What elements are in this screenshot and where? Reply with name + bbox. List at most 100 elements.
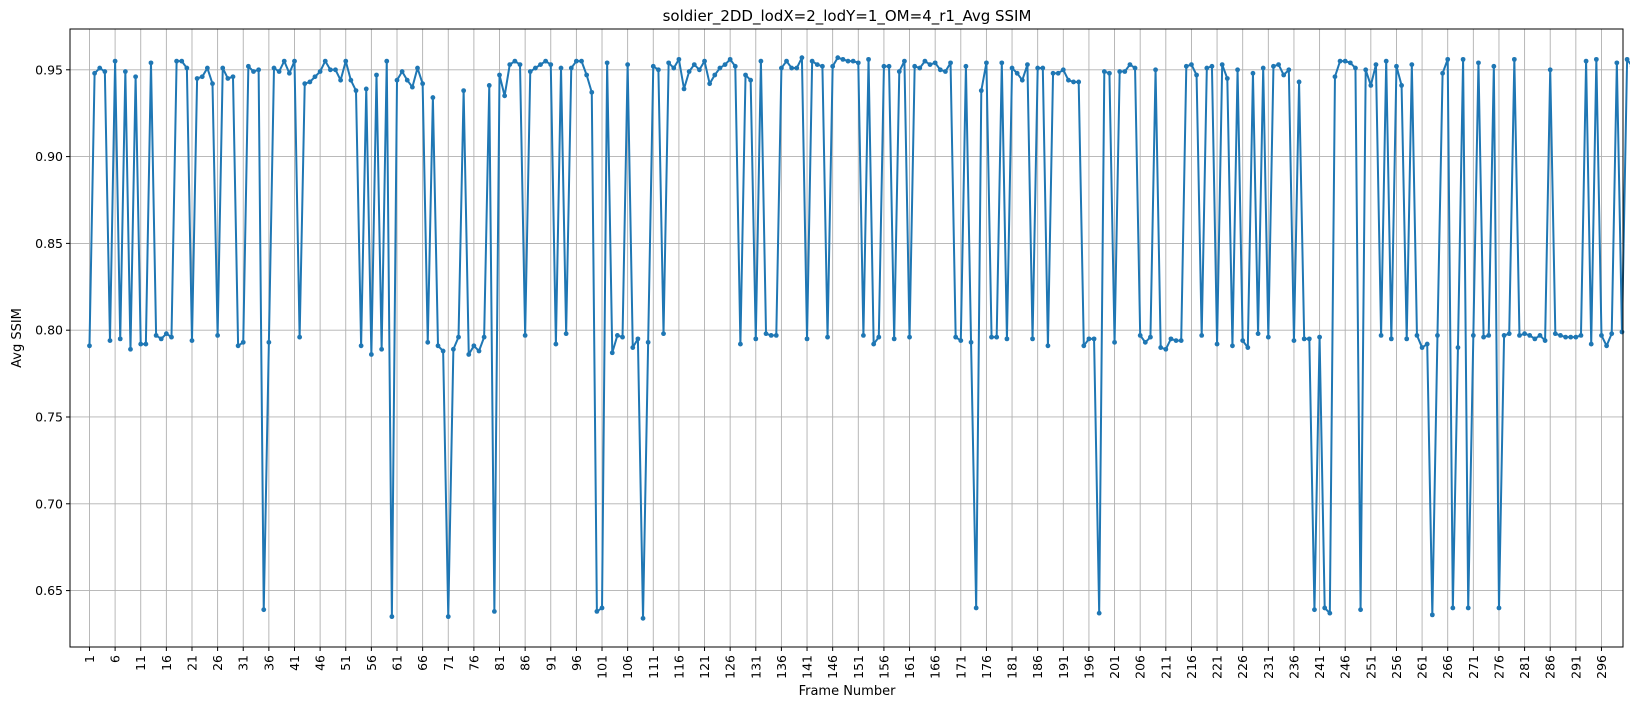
data-point (97, 65, 103, 71)
data-point (1450, 605, 1456, 611)
x-tick-label: 151 (851, 655, 866, 679)
data-point (1388, 336, 1394, 342)
data-point (286, 70, 292, 76)
data-point (1445, 56, 1451, 62)
data-point (466, 352, 472, 357)
x-tick-label: 266 (1440, 655, 1455, 679)
data-point (230, 74, 236, 80)
x-tick-label: 271 (1466, 655, 1481, 679)
x-tick-label: 71 (441, 655, 456, 671)
data-point (620, 334, 625, 340)
data-point (1506, 331, 1512, 337)
data-point (768, 333, 774, 338)
data-point (517, 62, 523, 67)
data-point (753, 336, 759, 342)
data-point (712, 72, 718, 78)
data-point (292, 58, 297, 64)
data-point (353, 88, 359, 94)
x-tick-label: 246 (1338, 655, 1353, 679)
data-point (1486, 333, 1492, 338)
data-point (1517, 333, 1522, 338)
data-point (404, 77, 410, 83)
data-point (240, 339, 246, 345)
data-point (1552, 331, 1558, 337)
data-point (1045, 343, 1051, 349)
series-line (88, 56, 1630, 620)
x-tick-label: 121 (697, 655, 712, 679)
data-point (1194, 72, 1199, 78)
data-point (789, 65, 795, 71)
y-tick-label: 0.75 (35, 409, 63, 424)
data-point (1060, 67, 1066, 73)
data-point (1440, 70, 1445, 76)
x-tick-label: 126 (723, 655, 738, 679)
x-tick-label: 6 (108, 655, 123, 663)
data-point (1332, 74, 1338, 80)
data-point (1117, 69, 1123, 74)
data-point (686, 69, 692, 74)
x-tick-label: 221 (1210, 655, 1225, 679)
data-point (1142, 339, 1148, 345)
x-tick-label: 146 (825, 655, 840, 679)
x-tick-label: 176 (979, 655, 994, 679)
data-point (1122, 69, 1128, 74)
data-point (543, 58, 549, 64)
data-point (656, 67, 661, 73)
x-tick-label: 141 (800, 655, 815, 679)
data-point (937, 67, 943, 73)
data-point (1568, 334, 1574, 340)
x-axis-ticks: 1 6 11 16 21 26 31 36 41 46 51 56 61 66 71 76 81 86 91 96 10… (82, 647, 1609, 679)
data-point (717, 65, 723, 71)
x-tick-label: 1 (82, 655, 97, 663)
data-point (1511, 56, 1517, 62)
x-tick-label: 66 (415, 655, 430, 671)
data-point (174, 58, 180, 64)
x-tick-label: 31 (236, 655, 251, 671)
x-tick-label: 76 (466, 655, 481, 671)
data-point (92, 70, 97, 76)
data-point (1235, 67, 1240, 73)
data-point (266, 339, 272, 345)
data-point (409, 84, 415, 90)
data-point (1230, 343, 1235, 349)
data-point (584, 72, 590, 78)
data-point (784, 58, 789, 64)
data-point (1112, 339, 1117, 345)
data-point (973, 605, 979, 611)
data-point (548, 62, 554, 67)
x-tick-label: 291 (1568, 655, 1583, 679)
data-point (1599, 333, 1604, 338)
data-point (1317, 334, 1322, 340)
data-point (1337, 58, 1343, 64)
data-point (1050, 70, 1056, 76)
data-point (568, 65, 574, 71)
x-tick-label: 296 (1594, 655, 1609, 679)
data-point (589, 89, 595, 95)
data-point (604, 60, 610, 66)
data-point (117, 336, 123, 342)
data-point (1609, 331, 1615, 337)
data-point (1004, 336, 1010, 342)
data-point (307, 79, 313, 85)
data-point (1353, 65, 1358, 71)
data-point (773, 333, 779, 338)
x-tick-label: 61 (390, 655, 405, 671)
data-point (1071, 79, 1076, 85)
data-point (1322, 605, 1328, 611)
data-point (1481, 334, 1486, 340)
data-point (368, 352, 374, 357)
data-point (1250, 70, 1256, 76)
data-point (1076, 79, 1082, 85)
x-tick-label: 286 (1543, 655, 1558, 679)
x-tick-label: 46 (313, 655, 328, 671)
x-tick-label: 261 (1415, 655, 1430, 679)
data-point (1522, 331, 1527, 337)
x-tick-label: 36 (261, 655, 276, 671)
data-point (1368, 83, 1374, 88)
data-point (1532, 336, 1538, 342)
data-point (163, 331, 169, 337)
data-point (1383, 58, 1389, 64)
data-point (158, 336, 164, 342)
data-point (1593, 56, 1599, 62)
data-point (650, 63, 656, 69)
